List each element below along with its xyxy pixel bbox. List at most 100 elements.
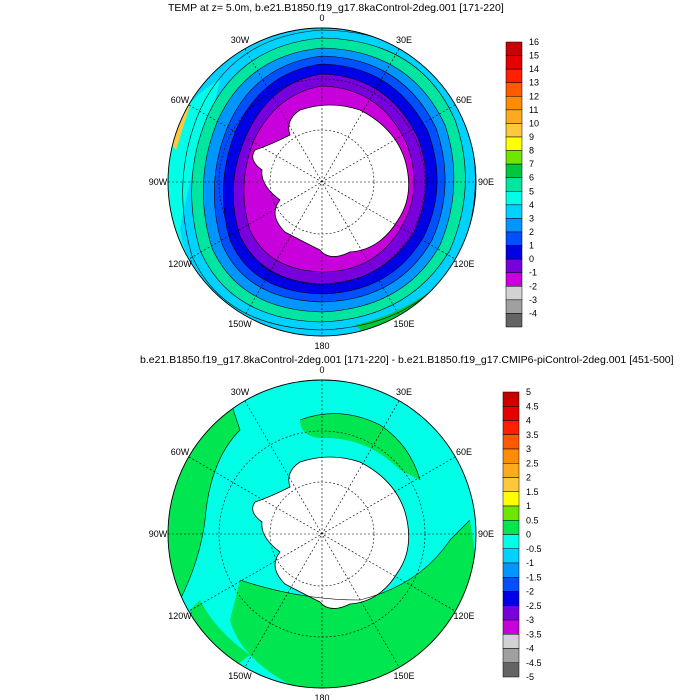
colorbar-swatch	[505, 150, 523, 165]
colorbar-label: 0	[526, 530, 531, 540]
colorbar-label: -3	[526, 615, 534, 625]
colorbar-swatch	[505, 191, 523, 206]
antarctica-land	[252, 104, 410, 257]
colorbar-swatch	[505, 272, 523, 287]
colorbar-swatch	[505, 163, 523, 178]
lon-label-0: 0	[319, 13, 324, 23]
colorbar-swatch	[502, 406, 520, 421]
colorbar-swatch	[505, 123, 523, 138]
colorbar-swatch	[505, 68, 523, 83]
colorbar-label: 11	[529, 105, 538, 115]
lon-label-90e: 90E	[478, 529, 494, 539]
colorbar-label: 0.5	[526, 515, 539, 525]
top-longitude-labels: 0 30E 60E 90E 120E 150E 180 150W 120W 90W 60W 30W	[149, 13, 494, 351]
colorbar-label: 1.5	[526, 487, 539, 497]
diff-band-green-sw	[190, 600, 250, 670]
colorbar-swatch	[502, 577, 520, 592]
bottom-panel-title: b.e21.B1850.f19_g17.8kaControl-2deg.001 …	[140, 354, 674, 366]
colorbar-label: 4	[529, 200, 534, 210]
colorbar-swatch	[502, 562, 520, 578]
colorbar-swatch	[502, 662, 520, 678]
lon-label-150e: 150E	[393, 319, 414, 329]
colorbar-label: -1	[529, 268, 537, 278]
lon-label-30w: 30W	[231, 35, 250, 45]
colorbar-swatch	[502, 391, 520, 407]
lon-label-60w: 60W	[171, 447, 190, 457]
graticule	[168, 28, 476, 336]
bottom-colorbar: 5 4.5 4 3.5 3 2.5 2 1.5 1 0.5 0 -0.5 -1 -1.5 -2 -2.5 -3 -…	[502, 387, 542, 682]
colorbar-label: 3.5	[526, 430, 539, 440]
colorbar-label: -4.5	[526, 658, 542, 668]
colorbar-label: 2.5	[526, 458, 539, 468]
colorbar-label: -3	[529, 295, 537, 305]
colorbar-label: 2	[529, 227, 534, 237]
colorbar-label: 15	[529, 51, 539, 61]
colorbar-label: 10	[529, 118, 539, 128]
colorbar-label: 8	[529, 146, 534, 156]
colorbar-label: 7	[529, 159, 534, 169]
colorbar-label: 13	[529, 78, 539, 88]
colorbar-swatch	[502, 520, 520, 535]
colorbar-swatch	[502, 434, 520, 450]
colorbar-swatch	[502, 448, 520, 464]
lon-label-120e: 120E	[453, 259, 474, 269]
colorbar-swatch	[505, 177, 523, 192]
map-boundary-bottom	[167, 379, 477, 689]
colorbar-swatch	[505, 41, 523, 56]
colorbar-swatch	[502, 477, 520, 492]
colorbar-label: 9	[529, 132, 534, 142]
colorbar-label: 2	[526, 473, 531, 483]
colorbar-swatch	[505, 96, 523, 111]
colorbar-label: 1	[529, 241, 534, 251]
colorbar-swatch	[505, 299, 523, 314]
colorbar-swatch	[505, 218, 523, 233]
bottom-polar-map: 0 30E 60E 90E 120E 150E 180 150W 120W 90W 60W 30W	[149, 365, 494, 700]
colorbar-swatch	[502, 463, 520, 478]
diff-band-green-south	[230, 520, 476, 688]
antarctica-land-bottom	[252, 456, 410, 609]
colorbar-label: 5	[526, 387, 531, 397]
colorbar-swatch	[502, 648, 520, 663]
lon-label-90w: 90W	[149, 529, 168, 539]
colorbar-swatch	[502, 605, 520, 621]
colorbar-label: 6	[529, 173, 534, 183]
colorbar-swatch	[502, 505, 520, 521]
lon-label-180: 180	[314, 341, 329, 351]
colorbar-label: 4	[526, 416, 531, 426]
colorbar-label: 14	[529, 64, 539, 74]
colorbar-swatch	[505, 204, 523, 219]
top-polar-map: 0 30E 60E 90E 120E 150E 180 150W 120W 90W 60W 30W	[149, 13, 494, 351]
colorbar-swatch	[505, 82, 523, 97]
lon-label-120w: 120W	[168, 259, 192, 269]
colorbar-swatch	[505, 245, 523, 260]
colorbar-label: -2	[529, 281, 537, 291]
colorbar-swatch	[502, 619, 520, 635]
lon-label-60w: 60W	[171, 95, 190, 105]
lon-label-30w: 30W	[231, 387, 250, 397]
bottom-longitude-labels: 0 30E 60E 90E 120E 150E 180 150W 120W 90W 60W 30W	[149, 365, 494, 700]
lon-label-150e: 150E	[393, 671, 414, 681]
colorbar-label: 5	[529, 186, 534, 196]
colorbar-swatch	[505, 231, 523, 246]
colorbar-swatch	[505, 258, 523, 273]
colorbar-label: 16	[529, 37, 539, 47]
top-panel-title: TEMP at z= 5.0m, b.e21.B1850.f19_g17.8ka…	[168, 2, 504, 14]
map-boundary	[167, 27, 477, 337]
colorbar-label: 4.5	[526, 401, 539, 411]
colorbar-swatch	[505, 313, 523, 328]
colorbar-swatch	[502, 491, 520, 507]
colorbar-label: -4	[526, 644, 534, 654]
colorbar-swatch	[502, 634, 520, 649]
lon-label-150w: 150W	[228, 671, 252, 681]
colorbar-label: -2	[526, 587, 534, 597]
colorbar-label: -3.5	[526, 629, 542, 639]
colorbar-label: -2.5	[526, 601, 542, 611]
lon-label-180: 180	[314, 693, 329, 700]
colorbar-swatch	[502, 548, 520, 564]
colorbar-swatch	[505, 55, 523, 70]
colorbar-label: -5	[526, 672, 534, 682]
lon-label-60e: 60E	[456, 95, 472, 105]
colorbar-swatch	[505, 109, 523, 124]
colorbar-label: -4	[529, 308, 537, 318]
